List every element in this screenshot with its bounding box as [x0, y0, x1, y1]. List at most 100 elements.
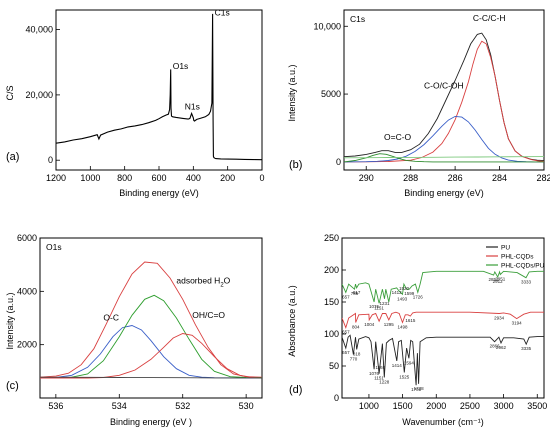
- peak-label-d: 2851: [489, 277, 500, 282]
- annotation-c: adsorbed H2O: [176, 275, 230, 288]
- peak-label-d: 1493: [397, 296, 408, 301]
- x-tick-label-a: 1200: [46, 173, 66, 183]
- peak-label-d: 1738: [414, 386, 425, 391]
- annotation-b: C-O/C-OH: [424, 81, 464, 91]
- y-axis-title-a: C/S: [5, 85, 15, 100]
- y-tick-label-d: 50: [329, 361, 339, 371]
- x-tick-label-b: 290: [359, 173, 374, 183]
- panel-b: 290 288 286 284 282 0 5000 10,000 Binding energy…: [287, 9, 550, 198]
- panel-label-d: (d): [289, 384, 302, 396]
- series-line-c-adsorbed: [40, 294, 262, 379]
- peak-label-d: 1498: [397, 324, 408, 329]
- y-tick-label-d: 200: [324, 265, 339, 275]
- panel-a: 1200 1000 800 600 400 200 0 0 20,000 40,000 Bindin…: [5, 8, 265, 198]
- y-tick-label-a: 0: [48, 155, 53, 165]
- peak-label-d: 657: [342, 350, 350, 355]
- series-line-b-c_c: [344, 40, 544, 163]
- x-tick-label-c: 530: [239, 401, 254, 411]
- peak-label-d: 804: [352, 324, 360, 329]
- peak-label-d: 657: [342, 330, 350, 335]
- y-tick-label-d: 0: [334, 393, 339, 403]
- x-tick-label-a: 800: [117, 173, 132, 183]
- peak-label-d: 1151: [374, 305, 384, 310]
- peak-label-d: 3333: [521, 280, 532, 285]
- x-tick-label-a: 1000: [80, 173, 100, 183]
- x-tick-label-b: 284: [492, 173, 507, 183]
- series-line-b-o_c_o: [344, 153, 544, 163]
- x-tick-label-d: 3500: [527, 401, 547, 411]
- series-line-b-c_o: [344, 115, 544, 163]
- peak-label-d: 1412: [392, 290, 403, 295]
- annotation-a: C1s: [215, 8, 230, 18]
- series-line-b-envelope: [344, 32, 544, 162]
- annotation-a: N1s: [185, 101, 200, 111]
- x-tick-label-a: 0: [259, 173, 264, 183]
- peak-label-d: 1231: [379, 301, 390, 306]
- y-tick-label-a: 40,000: [25, 25, 53, 35]
- x-tick-label-b: 286: [448, 173, 463, 183]
- panel-c: 536 534 532 530 2000 4000 6000 Binding energy (…: [5, 233, 263, 427]
- x-axis-title-c: Binding energy (eV ): [110, 417, 192, 427]
- series-line-d-PHL-CQDs/PU: [342, 270, 544, 304]
- axes-frame-b: [343, 9, 545, 171]
- x-tick-label-b: 288: [403, 173, 418, 183]
- peak-label-d: 1520: [399, 286, 410, 291]
- series-line-a-0: [56, 13, 262, 161]
- peak-label-d: 1004: [364, 322, 375, 327]
- x-tick-label-d: 1500: [393, 401, 413, 411]
- y-tick-label-b: 10,000: [313, 21, 341, 31]
- peak-label-d: 2912: [493, 279, 504, 284]
- panel-title-b: C1s: [350, 14, 365, 24]
- y-tick-label-a: 20,000: [25, 90, 53, 100]
- legend-entry: PHL-CQDs/PU: [501, 263, 545, 270]
- y-tick-label-b: 5000: [321, 89, 341, 99]
- x-tick-label-d: 3000: [494, 401, 514, 411]
- peak-label-d: 1414: [392, 363, 403, 368]
- legend-entry: PHL-CQDs: [501, 254, 534, 261]
- x-tick-label-c: 532: [175, 401, 190, 411]
- y-tick-label-c: 6000: [17, 233, 37, 243]
- x-axis-title-d: Wavenumber (cm⁻¹): [402, 417, 483, 427]
- series-line-b-background: [344, 156, 544, 159]
- series-line-c-o_c: [40, 325, 262, 379]
- peak-label-d: 3335: [521, 346, 532, 351]
- y-tick-label-d: 250: [324, 233, 339, 243]
- peak-label-d: 2951: [495, 276, 506, 281]
- peak-label-d: 1701: [411, 387, 422, 392]
- x-tick-label-a: 400: [186, 173, 201, 183]
- peak-label-d: 1169: [375, 365, 385, 370]
- y-tick-label-d: 150: [324, 297, 339, 307]
- annotation-b: O=C-O: [384, 132, 412, 142]
- annotation-c: O-C: [103, 313, 119, 323]
- legend-entry: PU: [501, 245, 510, 252]
- peak-label-d: 1228: [379, 380, 390, 385]
- peak-label-d: 657: [342, 294, 350, 299]
- panel-label-c: (c): [6, 380, 19, 392]
- y-tick-label-b: 0: [336, 157, 341, 167]
- peak-label-d: 2866: [490, 344, 501, 349]
- peak-label-d: 1594: [404, 360, 415, 365]
- peak-label-d: 770: [350, 356, 358, 361]
- peak-label-d: 1525: [399, 374, 410, 379]
- axes-frame-c: [39, 237, 263, 399]
- annotation-a: O1s: [173, 61, 189, 71]
- peak-label-d: 785: [351, 291, 359, 296]
- peak-label-d: 1151: [374, 376, 384, 381]
- peak-label-d: 2962: [496, 345, 507, 350]
- peak-label-d: 1076: [369, 371, 380, 376]
- y-tick-label-c: 2000: [17, 340, 37, 350]
- series-line-c-oh: [40, 333, 262, 379]
- panel-label-a: (a): [6, 151, 19, 163]
- peak-label-d: 1615: [405, 318, 416, 323]
- x-tick-label-b: 282: [536, 173, 550, 183]
- panel-d: 1000 1500 2000 2500 3000 3500 0 50 100 150 200 250 W…: [287, 233, 547, 427]
- peak-label-d: 2934: [494, 316, 505, 321]
- peak-label-d: 818: [353, 351, 361, 356]
- x-axis-title-a: Binding energy (eV): [119, 188, 199, 198]
- panel-title-c: O1s: [46, 242, 62, 252]
- x-tick-label-d: 1000: [359, 401, 379, 411]
- x-tick-label-d: 2500: [460, 401, 480, 411]
- y-tick-label-d: 100: [324, 329, 339, 339]
